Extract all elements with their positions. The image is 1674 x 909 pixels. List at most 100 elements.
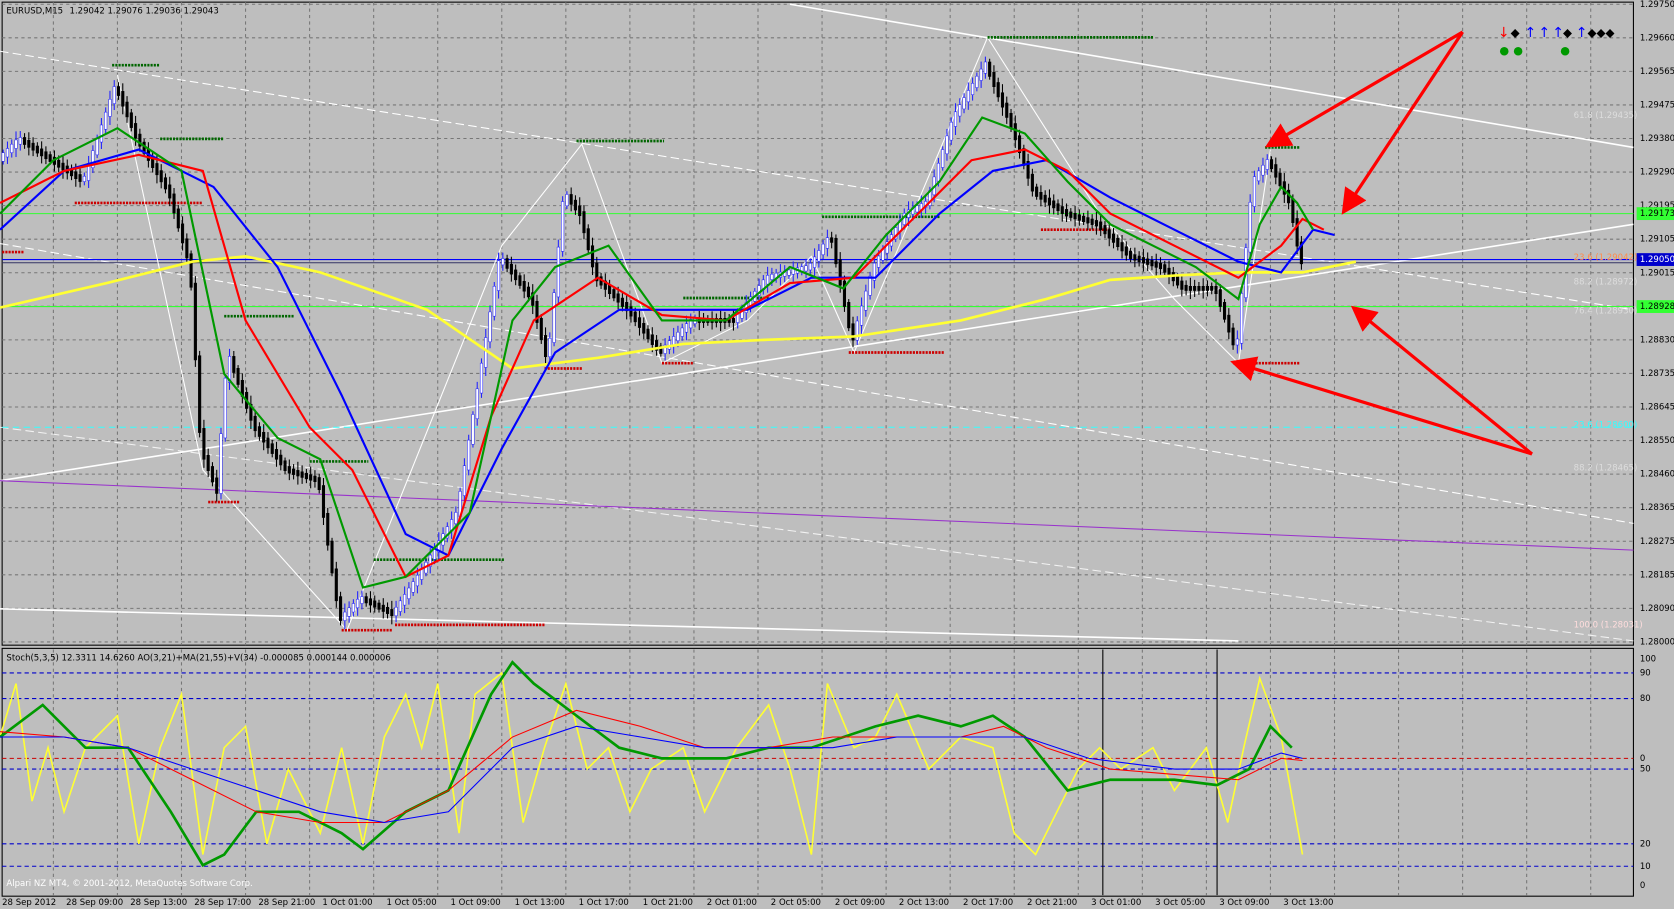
- candle-body: [731, 318, 735, 323]
- candle-body: [864, 290, 868, 311]
- candle-body: [1000, 92, 1005, 108]
- candle-body: [227, 356, 232, 383]
- candle-body: [680, 327, 684, 337]
- candle-body: [40, 148, 44, 157]
- candle-body: [1077, 214, 1081, 221]
- candle-body: [1210, 285, 1214, 291]
- candle-body: [569, 194, 573, 205]
- time-label: 3 Oct 09:00: [1219, 898, 1269, 908]
- candle-body: [518, 275, 522, 286]
- svg-text:◆: ◆: [1563, 26, 1572, 40]
- candle-body: [471, 414, 475, 445]
- fib-label: 23.6 (1.29042): [1574, 253, 1638, 263]
- price-label: 1.28365: [1640, 503, 1674, 513]
- candle-body: [159, 170, 163, 183]
- candle-body: [885, 241, 889, 254]
- svg-text:↑: ↑: [1525, 25, 1537, 41]
- candle-body: [99, 124, 103, 143]
- candle-body: [1137, 255, 1141, 262]
- candle-body: [1141, 257, 1145, 264]
- candle-body: [313, 475, 317, 483]
- fib-label: 76.4 (1.28930): [1574, 306, 1638, 316]
- candle-body: [1052, 200, 1056, 209]
- candle-body: [817, 250, 821, 262]
- candle-body: [1090, 218, 1094, 225]
- candle-body: [975, 75, 979, 88]
- candle-body: [479, 362, 484, 394]
- candle-body: [539, 318, 543, 340]
- candle-body: [1201, 285, 1205, 291]
- candle-body: [1261, 164, 1265, 176]
- time-label: 28 Sep 09:00: [66, 898, 123, 908]
- candle-body: [219, 433, 223, 494]
- candle-body: [1278, 172, 1282, 187]
- candle-body: [1265, 159, 1269, 170]
- price-marker-label: 1.28928: [1640, 302, 1674, 312]
- candle-body: [979, 68, 983, 81]
- candle-body: [1086, 217, 1090, 224]
- candle-body: [1163, 264, 1167, 273]
- candle-body: [356, 598, 360, 609]
- candle-body: [35, 145, 39, 154]
- svg-text:↓: ↓: [1498, 25, 1510, 41]
- candle-body: [595, 262, 599, 282]
- candle-body: [121, 91, 125, 107]
- candle-body: [971, 83, 975, 95]
- candle-body: [1197, 285, 1201, 291]
- candle-body: [646, 328, 650, 340]
- candle-body: [941, 149, 945, 168]
- candle-body: [1180, 280, 1184, 290]
- candle-body: [526, 286, 531, 298]
- candle-body: [936, 162, 940, 182]
- candle-body: [1082, 215, 1086, 223]
- candle-body: [684, 323, 689, 333]
- sub-axis-label: 20: [1640, 839, 1651, 849]
- candle-body: [168, 184, 172, 199]
- candle-body: [172, 193, 176, 214]
- annotation-arrows: [1230, 30, 1534, 456]
- candle-body: [1107, 229, 1111, 239]
- candle-body: [266, 437, 270, 449]
- time-label: 1 Oct 17:00: [579, 898, 629, 908]
- candle-body: [377, 602, 381, 610]
- candle-body: [1035, 186, 1039, 197]
- candle-body: [488, 311, 492, 343]
- candle-body: [1073, 213, 1077, 220]
- candle-body: [1248, 201, 1252, 253]
- candle-body: [988, 61, 992, 77]
- candle-body: [129, 112, 133, 128]
- candle-body: [642, 323, 646, 334]
- candle-body: [608, 284, 612, 295]
- candle-body: [198, 355, 202, 433]
- candle-body: [287, 466, 291, 474]
- candle-body: [296, 470, 300, 477]
- candle-body: [813, 256, 817, 268]
- candle-body: [385, 606, 390, 614]
- candle-body: [992, 71, 996, 88]
- candle-body: [274, 449, 279, 460]
- candle-body: [1218, 289, 1222, 307]
- candle-body: [368, 598, 373, 606]
- svg-text:◆: ◆: [1511, 26, 1520, 40]
- price-marker: [1636, 207, 1674, 221]
- candle-body: [467, 439, 471, 471]
- candle-body: [262, 431, 266, 443]
- candle-body: [134, 123, 138, 139]
- candle-body: [454, 512, 458, 525]
- candle-body: [292, 468, 296, 475]
- price-label: 1.29290: [1640, 168, 1674, 178]
- candle-body: [304, 472, 308, 480]
- indicator-header: Stoch(5,3,5) 12.3311 14.6260 AO(3,21)+MA…: [6, 653, 390, 663]
- candle-body: [582, 211, 586, 234]
- candle-body: [1227, 314, 1231, 333]
- candle-body: [586, 228, 590, 251]
- candle-body: [872, 262, 876, 281]
- candle-body: [868, 275, 872, 296]
- candle-body: [351, 603, 355, 613]
- candle-body: [339, 596, 343, 621]
- candle-body: [1274, 164, 1278, 178]
- candle-body: [851, 323, 855, 341]
- time-label: 2 Oct 13:00: [899, 898, 949, 908]
- sub-axis-label: 100: [1640, 655, 1656, 665]
